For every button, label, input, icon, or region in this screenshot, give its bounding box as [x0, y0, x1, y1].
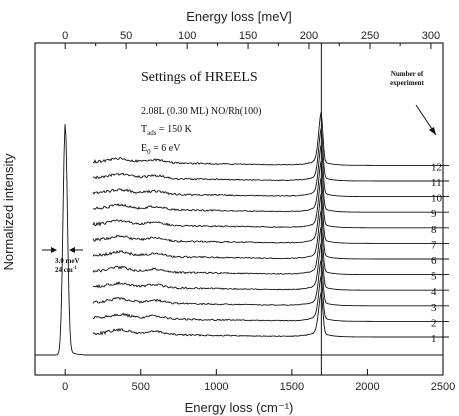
note-line-2: experiment: [390, 79, 424, 87]
top-tick-label-2: 100: [178, 30, 196, 42]
bottom-axis-title: Energy loss (cm⁻¹): [185, 400, 294, 415]
experiment-label-5: 5: [431, 271, 437, 283]
spectrum-trace-11: [92, 128, 449, 182]
experiment-label-9: 9: [431, 208, 437, 220]
top-tick-label-3: 150: [239, 30, 257, 42]
settings-annotation: Settings of HREELS 2.08L (0.30 ML) NO/Rh…: [141, 70, 261, 156]
experiment-label-12: 12: [431, 161, 442, 173]
spectrum-trace-8: [92, 177, 449, 229]
experiment-label-4: 4: [431, 286, 437, 298]
settings-dose: 2.08L (0.30 ML) NO/Rh(100): [141, 106, 261, 117]
bottom-tick-label-2: 1000: [204, 381, 228, 393]
experiment-label-11: 11: [431, 177, 442, 189]
experiment-label-8: 8: [431, 224, 437, 236]
spectrum-trace-3: [92, 259, 449, 307]
bottom-tick-label-4: 2000: [355, 381, 379, 393]
experiment-label-10: 10: [431, 193, 443, 205]
experiment-label-6: 6: [431, 255, 437, 267]
experiment-label-3: 3: [431, 302, 437, 314]
spectrum-trace-4: [92, 243, 449, 291]
spectra-traces: [35, 112, 449, 356]
resolution-annotation: 3.0 meV 24 cm-1: [42, 247, 83, 274]
note-arrowhead: [429, 127, 436, 135]
spectrum-trace-6: [92, 210, 449, 260]
spectrum-trace-7: [92, 194, 449, 244]
experiment-label-1: 1: [431, 333, 437, 345]
settings-temperature: Tads = 150 K: [141, 124, 193, 137]
resolution-arrowhead-right: [69, 247, 75, 253]
bottom-tick-label-3: 1500: [280, 381, 304, 393]
experiment-number-note: Number of experiment: [390, 70, 437, 136]
top-tick-label-5: 250: [361, 30, 379, 42]
top-tick-label-1: 50: [120, 30, 132, 42]
top-tick-label-6: 300: [422, 30, 440, 42]
bottom-tick-label-0: 0: [62, 381, 68, 393]
spectrum-trace-12: [92, 112, 449, 166]
elastic-peak-trace: [35, 124, 443, 356]
top-tick-label-4: 200: [300, 30, 318, 42]
y-axis-title: Normalized intensity: [1, 153, 16, 271]
top-tick-label-0: 0: [62, 30, 68, 42]
resolution-cm: 24 cm-1: [55, 266, 77, 274]
resolution-arrowhead-left: [51, 247, 57, 253]
settings-heading: Settings of HREELS: [141, 70, 258, 85]
note-line-1: Number of: [391, 70, 424, 78]
spectrum-trace-9: [92, 161, 449, 213]
resolution-mev: 3.0 meV: [55, 257, 80, 265]
spectrum-trace-1: [92, 292, 449, 338]
experiment-label-2: 2: [431, 317, 437, 329]
spectrum-trace-5: [92, 226, 449, 276]
bottom-tick-label-1: 500: [132, 381, 150, 393]
bottom-tick-label-5: 2500: [431, 381, 455, 393]
plot-frame: [34, 42, 444, 376]
settings-primary-energy: E0 = 6 eV: [141, 143, 181, 156]
axis-ticks: 0 500 1000 1500 2000 2500 0 50 100 150 200 250 300: [62, 30, 455, 393]
top-axis-title: Energy loss [meV]: [186, 9, 292, 24]
spectrum-trace-2: [92, 275, 449, 322]
spectrum-trace-10: [92, 144, 449, 198]
experiment-label-7: 7: [431, 239, 437, 251]
